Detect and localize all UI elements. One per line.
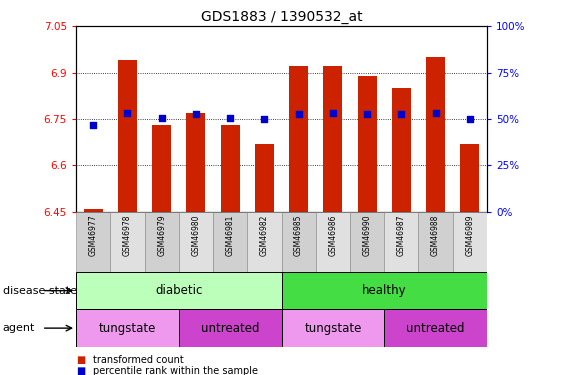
Bar	[289, 66, 308, 212]
Point	[328, 110, 337, 116]
Title: GDS1883 / 1390532_at: GDS1883 / 1390532_at	[200, 10, 363, 24]
Text: percentile rank within the sample: percentile rank within the sample	[93, 366, 258, 375]
Bar	[358, 76, 377, 212]
Point	[260, 116, 269, 122]
Point	[88, 122, 97, 128]
Bar	[316, 212, 350, 272]
Text: GSM46977: GSM46977	[88, 215, 97, 256]
Text: ■: ■	[76, 366, 85, 375]
Text: GSM46979: GSM46979	[157, 215, 166, 256]
Point	[191, 111, 200, 117]
Text: GSM46978: GSM46978	[123, 215, 132, 256]
Bar	[179, 309, 282, 347]
Text: tungstate: tungstate	[304, 322, 361, 334]
Bar	[186, 113, 205, 212]
Bar	[213, 212, 247, 272]
Text: GSM46989: GSM46989	[466, 215, 475, 256]
Bar	[247, 212, 282, 272]
Text: GSM46980: GSM46980	[191, 215, 200, 256]
Text: GSM46982: GSM46982	[260, 215, 269, 256]
Text: GSM46981: GSM46981	[226, 215, 235, 256]
Text: untreated: untreated	[406, 322, 465, 334]
Bar	[324, 66, 342, 212]
Bar	[145, 212, 179, 272]
Text: healthy: healthy	[362, 284, 406, 297]
Point	[363, 111, 372, 117]
Bar	[426, 57, 445, 212]
Bar	[461, 144, 479, 212]
Text: tungstate: tungstate	[99, 322, 156, 334]
Text: GSM46988: GSM46988	[431, 215, 440, 256]
Bar	[453, 212, 487, 272]
Bar	[221, 125, 239, 212]
Text: GSM46990: GSM46990	[363, 215, 372, 256]
Text: agent: agent	[3, 323, 35, 333]
Bar	[76, 309, 179, 347]
Point	[431, 110, 440, 116]
Bar	[282, 272, 487, 309]
Bar	[152, 125, 171, 212]
Bar	[385, 309, 487, 347]
Text: GSM46987: GSM46987	[397, 215, 406, 256]
Point	[226, 114, 235, 120]
Bar	[350, 212, 384, 272]
Bar	[392, 88, 411, 212]
Bar	[76, 272, 282, 309]
Text: disease state: disease state	[3, 286, 77, 296]
Point	[294, 111, 303, 117]
Text: untreated: untreated	[201, 322, 260, 334]
Bar	[76, 212, 110, 272]
Bar	[179, 212, 213, 272]
Text: transformed count: transformed count	[93, 355, 184, 365]
Bar	[84, 209, 102, 212]
Text: GSM46986: GSM46986	[328, 215, 337, 256]
Text: diabetic: diabetic	[155, 284, 203, 297]
Bar	[282, 212, 316, 272]
Bar	[282, 309, 384, 347]
Point	[397, 111, 406, 117]
Text: ■: ■	[76, 355, 85, 365]
Bar	[255, 144, 274, 212]
Point	[123, 110, 132, 116]
Point	[466, 116, 475, 122]
Bar	[110, 212, 145, 272]
Point	[157, 114, 166, 120]
Bar	[118, 60, 137, 212]
Bar	[418, 212, 453, 272]
Text: GSM46985: GSM46985	[294, 215, 303, 256]
Bar	[385, 212, 418, 272]
